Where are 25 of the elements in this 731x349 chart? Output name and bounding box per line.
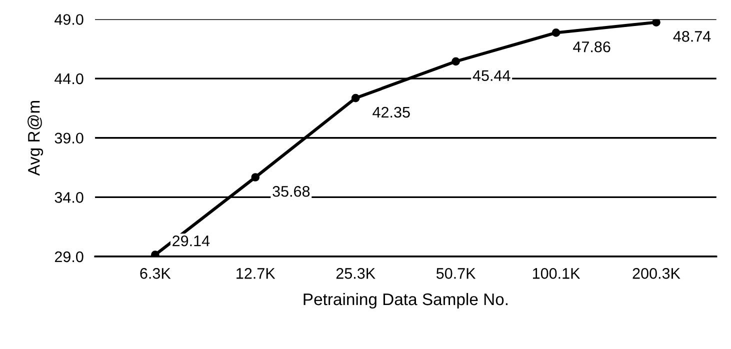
x-tick-label: 100.1K [532, 268, 580, 279]
x-axis-title: Petraining Data Sample No. [304, 292, 508, 309]
point [552, 28, 560, 37]
y-axis-title: Avg R@m [28, 101, 44, 176]
x-tick-label: 6.3K [140, 268, 171, 279]
data-label: 42.35 [372, 106, 410, 118]
y-tick-label: 34.0 [54, 192, 84, 203]
point [150, 250, 160, 257]
x-tick-label: 12.7K [236, 268, 276, 279]
point [452, 57, 460, 66]
data-label: 47.86 [573, 41, 610, 52]
y-tick-label: 49.0 [54, 14, 84, 25]
y-tick-label: 29.0 [54, 251, 84, 262]
data-label: 45.44 [472, 70, 510, 81]
data-label: 35.68 [272, 186, 310, 197]
data-label: 29.14 [172, 235, 210, 246]
x-tick-label: 50.7K [436, 268, 476, 279]
x-tick-label: 25.3K [336, 268, 376, 279]
point [351, 94, 360, 102]
y-tick-label: 44.0 [54, 73, 84, 84]
y-tick-label: 39.0 [54, 132, 84, 144]
point [652, 19, 660, 26]
point [251, 173, 260, 182]
data-label: 48.74 [673, 31, 711, 42]
x-tick-label: 200.3K [632, 268, 680, 279]
